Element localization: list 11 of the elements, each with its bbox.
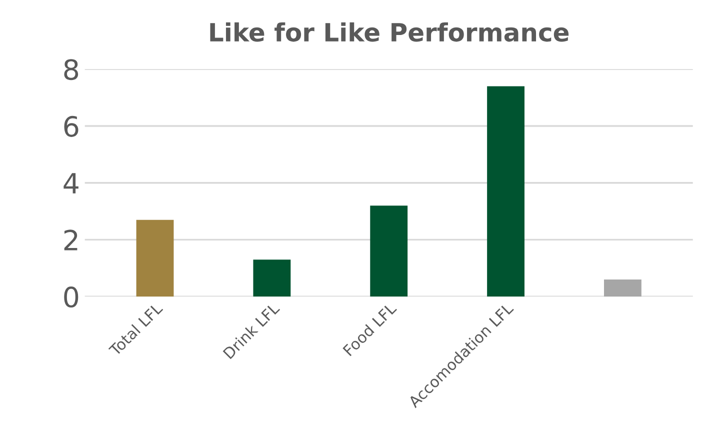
bar xyxy=(253,260,291,297)
y-tick-label: 6 xyxy=(64,116,78,137)
y-tick-label: 4 xyxy=(64,173,78,194)
bar xyxy=(370,206,408,297)
chart-title: Like for Like Performance xyxy=(210,22,569,42)
y-tick-label: 0 xyxy=(64,286,78,308)
bar xyxy=(136,220,174,297)
y-tick-label: 2 xyxy=(64,230,78,250)
bar xyxy=(604,280,642,297)
y-tick-label: 8 xyxy=(64,59,78,80)
bar xyxy=(487,86,524,297)
